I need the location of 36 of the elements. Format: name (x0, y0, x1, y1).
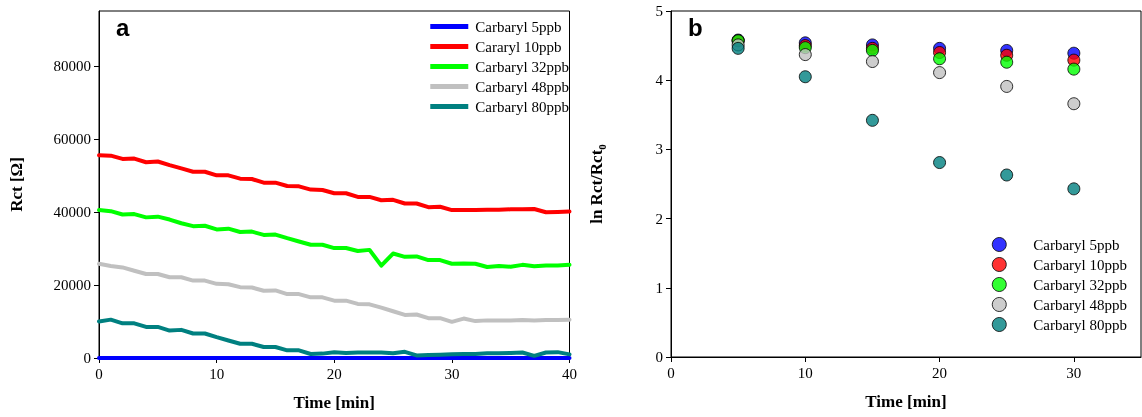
annotation: b (688, 13, 703, 41)
legend-label: Carbaryl 48ppb (475, 78, 570, 95)
y-tick-label: 80000 (53, 57, 91, 74)
x-tick-label: 10 (797, 364, 813, 381)
y-axis-title: Rct [Ω] (7, 157, 26, 212)
x-tick-label: 0 (95, 365, 103, 382)
y-tick-label: 20000 (53, 276, 91, 293)
y-tick-label: 3 (655, 141, 663, 158)
legend-label: Carbaryl 48ppb (1033, 296, 1128, 313)
x-tick-label: 0 (667, 364, 675, 381)
y-tick-label: 0 (655, 349, 663, 365)
x-axis-title: Time [min] (865, 392, 947, 411)
x-axis-title: Time [min] (293, 393, 375, 412)
annotation: a (116, 13, 130, 41)
y-tick-label: 40000 (53, 203, 91, 220)
y-tick-label: 4 (655, 72, 664, 89)
legend-label: Carbaryl 80ppb (475, 98, 570, 115)
x-tick-label: 30 (1066, 364, 1082, 381)
y-tick-label: 1 (655, 279, 663, 296)
legend-label: Carbaryl 32ppb (475, 58, 570, 75)
x-tick-label: 20 (932, 364, 948, 381)
y-tick-label: 60000 (53, 130, 91, 147)
x-tick-label: 10 (209, 365, 225, 382)
legend-label: Carbaryl 5ppb (475, 18, 562, 35)
legend-label: Carbaryl 10ppb (1033, 256, 1128, 273)
x-tick-label: 30 (444, 365, 460, 382)
y-axis-title: ln Rct/Rct0 (587, 143, 608, 224)
x-tick-label: 40 (562, 365, 577, 382)
y-tick-label: 0 (83, 350, 91, 366)
legend-label: Carbaryl 5ppb (1033, 236, 1120, 253)
y-tick-label: 5 (655, 3, 663, 19)
legend-label: Cararyl 10ppb (475, 38, 562, 55)
x-tick-label: 20 (326, 365, 342, 382)
legend-label: Carbaryl 80ppb (1033, 316, 1128, 333)
y-tick-label: 2 (655, 210, 663, 227)
legend-label: Carbaryl 32ppb (1033, 276, 1128, 293)
